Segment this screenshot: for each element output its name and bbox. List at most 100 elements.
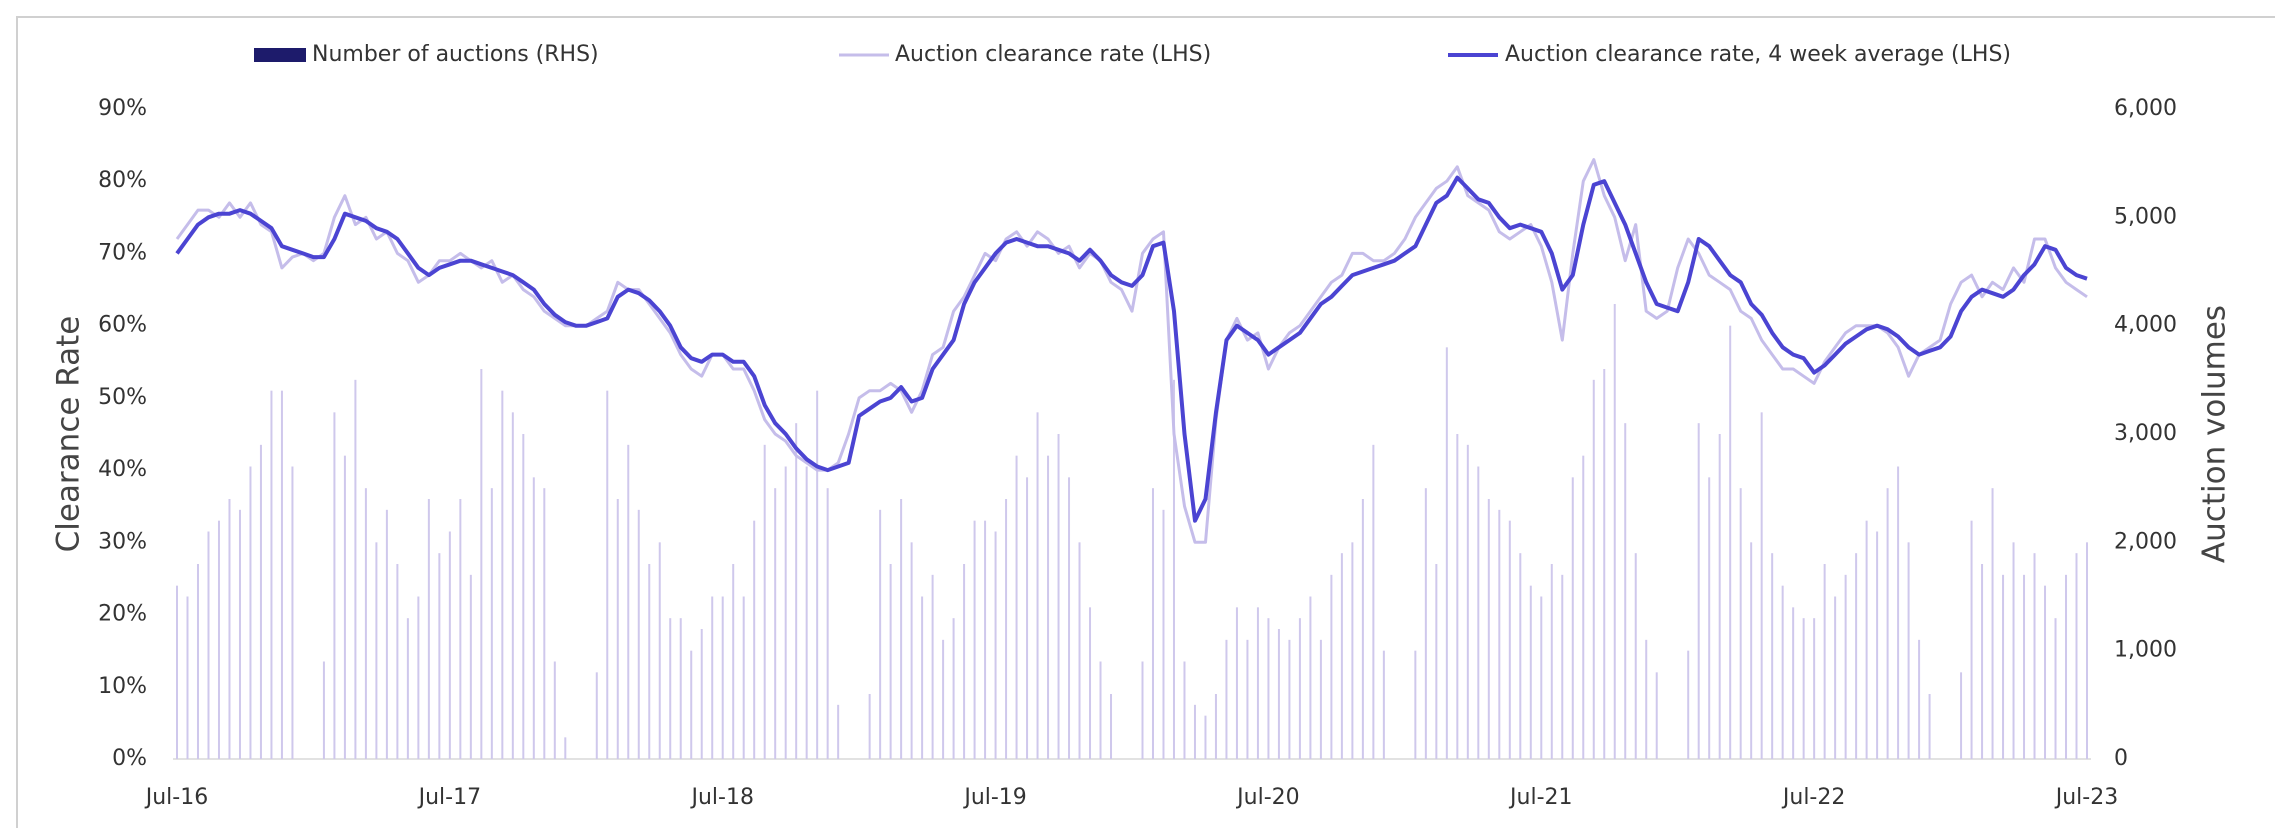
bar	[1697, 423, 1700, 759]
bar	[1435, 564, 1438, 759]
frame	[16, 16, 2275, 828]
bar	[1834, 596, 1837, 759]
bar	[1382, 650, 1385, 759]
bar	[1256, 607, 1259, 759]
bar	[1571, 477, 1574, 759]
y-tick-label: 20%	[98, 602, 147, 627]
bar	[742, 596, 745, 759]
bar	[1445, 347, 1448, 759]
bar	[816, 390, 819, 759]
bar	[1099, 661, 1102, 759]
bar	[543, 488, 546, 759]
y2-tick-label: 0	[2114, 746, 2128, 771]
y-tick-label: 50%	[98, 385, 147, 410]
bar	[1876, 531, 1879, 759]
bar	[763, 444, 766, 759]
bar	[2065, 574, 2068, 759]
bar	[1907, 542, 1910, 759]
bar	[490, 488, 493, 759]
bar	[1855, 553, 1858, 759]
bar	[207, 531, 210, 759]
bar	[1928, 694, 1931, 759]
bar	[1089, 607, 1092, 759]
bar	[1981, 564, 1984, 759]
bar	[973, 520, 976, 759]
bar	[1026, 477, 1029, 759]
bar	[1477, 466, 1480, 759]
bar	[879, 509, 882, 759]
y-tick-label: 90%	[98, 96, 147, 121]
bar	[1918, 639, 1921, 759]
x-tick-label: Jul-18	[689, 785, 753, 810]
bar	[459, 499, 462, 759]
bar	[984, 520, 987, 759]
bar	[259, 444, 262, 759]
y-tick-label: 80%	[98, 168, 147, 193]
bar	[1634, 553, 1637, 759]
bar	[679, 618, 682, 759]
bar	[1603, 369, 1606, 759]
bar	[721, 596, 724, 759]
bar	[994, 531, 997, 759]
bar	[1897, 466, 1900, 759]
bar	[1298, 618, 1301, 759]
bar	[711, 596, 714, 759]
bar	[1582, 455, 1585, 759]
bar	[1823, 564, 1826, 759]
x-tick-label: Jul-20	[1235, 785, 1299, 810]
bar	[280, 390, 283, 759]
bar	[1361, 499, 1364, 759]
bar	[1802, 618, 1805, 759]
bar	[1991, 488, 1994, 759]
legend-label: Number of auctions (RHS)	[312, 42, 599, 67]
y2-tick-label: 1,000	[2114, 638, 2177, 663]
bar	[2044, 585, 2047, 759]
bar	[732, 564, 735, 759]
bar	[1466, 444, 1469, 759]
bar	[1193, 704, 1196, 759]
bar	[616, 499, 619, 759]
bar	[1498, 509, 1501, 759]
bar	[2012, 542, 2015, 759]
y-tick-label: 40%	[98, 457, 147, 482]
bar	[1340, 553, 1343, 759]
bar	[1309, 596, 1312, 759]
y2-tick-label: 2,000	[2114, 529, 2177, 554]
bar	[795, 423, 798, 759]
bar	[1372, 444, 1375, 759]
bar	[564, 737, 567, 759]
bar	[805, 466, 808, 759]
bar	[1057, 434, 1060, 759]
bar	[343, 455, 346, 759]
legend-swatch	[254, 48, 306, 62]
legend-label: Auction clearance rate (LHS)	[895, 42, 1211, 67]
bar	[1235, 607, 1238, 759]
bar	[1792, 607, 1795, 759]
bar	[1886, 488, 1889, 759]
bar	[826, 488, 829, 759]
bar	[291, 466, 294, 759]
bar	[249, 466, 252, 759]
bar	[480, 369, 483, 759]
y2-tick-label: 4,000	[2114, 313, 2177, 338]
bar	[375, 542, 378, 759]
bar	[1162, 509, 1165, 759]
bar	[1204, 715, 1207, 759]
bar	[2023, 574, 2026, 759]
bar	[532, 477, 535, 759]
bar	[700, 629, 703, 759]
bar	[1424, 488, 1427, 759]
bar	[1351, 542, 1354, 759]
bar	[1960, 672, 1963, 759]
bar	[942, 639, 945, 759]
bar	[2054, 618, 2057, 759]
bar	[1068, 477, 1071, 759]
bar	[553, 661, 556, 759]
bar	[238, 509, 241, 759]
bar	[1771, 553, 1774, 759]
bar	[1005, 499, 1008, 759]
bar	[1750, 542, 1753, 759]
bar	[1781, 585, 1784, 759]
bar	[511, 412, 514, 759]
bar	[1970, 520, 1973, 759]
